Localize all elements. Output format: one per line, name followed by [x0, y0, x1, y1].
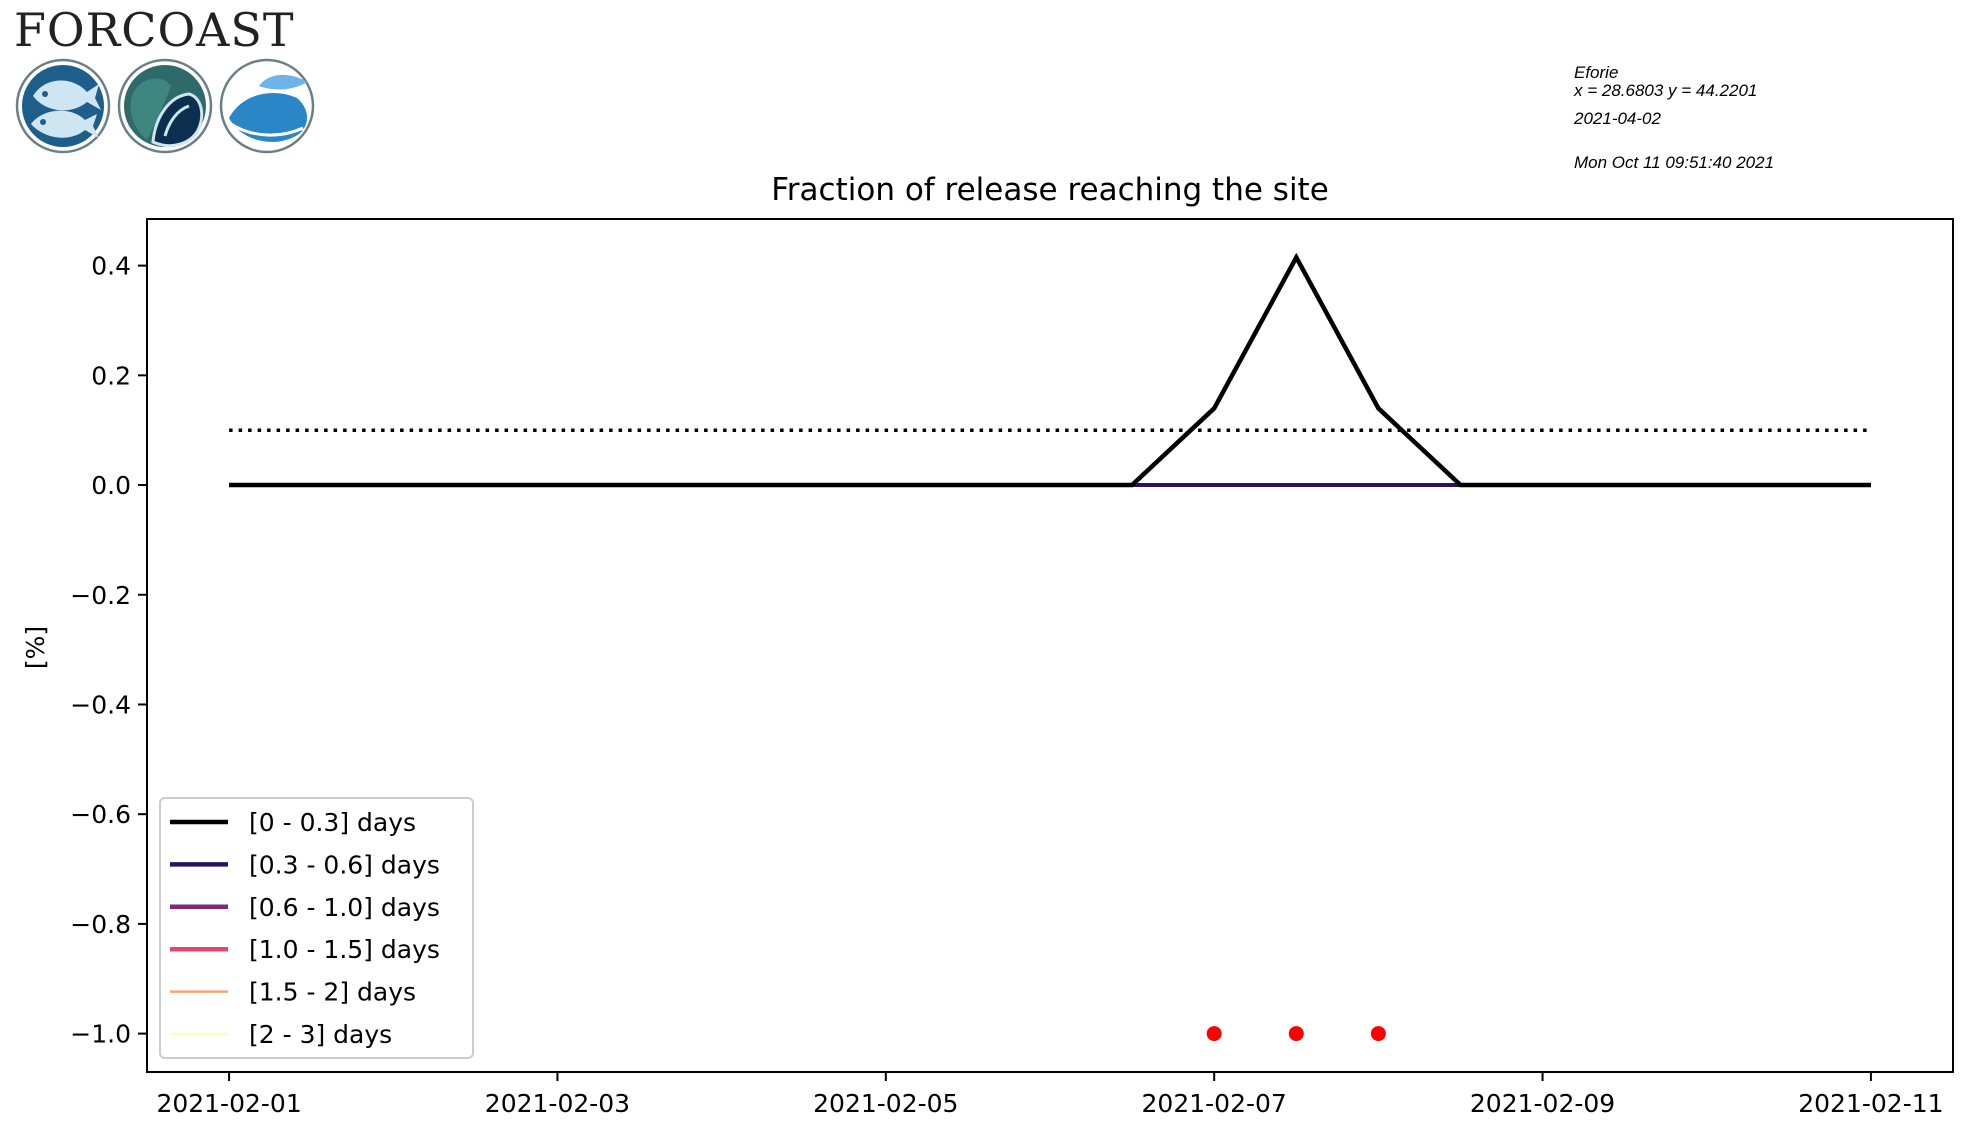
legend-label-4: [1.0 - 1.5] days [249, 935, 440, 964]
brand-title: FORCOAST [14, 3, 295, 57]
legend: [0 - 0.3] days [0.3 - 0.6] days [0.6 - 1.0… [159, 797, 474, 1059]
legend-label-2: [0.3 - 0.6] days [249, 850, 440, 879]
marker-point-2 [1288, 1026, 1304, 1042]
legend-frame [159, 797, 474, 1059]
site-name: Eforie [1574, 63, 1619, 82]
generated-timestamp: Mon Oct 11 09:51:40 2021 [1574, 153, 1775, 172]
x-tick-label: 2021-02-09 [1470, 1089, 1615, 1118]
y-tick-label: 0.0 [91, 471, 131, 500]
y-axis-label: [%] [21, 626, 50, 669]
chart-title: Fraction of release reaching the site [771, 172, 1329, 208]
x-tick-label: 2021-02-05 [813, 1089, 958, 1118]
series-line-1 [229, 252, 1871, 488]
site-coordinates: x = 28.6803 y = 44.2201 [1574, 81, 1758, 100]
y-tick-label: −0.8 [70, 910, 131, 939]
plot-frame [146, 218, 1954, 1073]
legend-label-5: [1.5 - 2] days [249, 978, 416, 1007]
y-tick-label: −0.2 [70, 581, 131, 610]
x-tick-label: 2021-02-11 [1798, 1089, 1943, 1118]
y-tick-label: −1.0 [70, 1020, 131, 1049]
legend-label-1: [0 - 0.3] days [249, 808, 416, 837]
info-panel: Eforie x = 28.6803 y = 44.2201 2021-04-0… [1574, 64, 1774, 172]
y-tick-label: 0.4 [91, 252, 131, 281]
marker-point-1 [1206, 1026, 1222, 1042]
y-tick-label: −0.6 [70, 800, 131, 829]
legend-label-3: [0.6 - 1.0] days [249, 893, 440, 922]
marker-point-3 [1370, 1026, 1386, 1042]
aquaculture-logo-icon [219, 58, 315, 154]
y-tick-label: −0.4 [70, 690, 131, 719]
legend-label-6: [2 - 3] days [249, 1020, 392, 1049]
x-tick-label: 2021-02-03 [485, 1089, 630, 1118]
run-date: 2021-04-02 [1574, 109, 1661, 128]
x-tick-label: 2021-02-01 [156, 1089, 301, 1118]
shellfish-logo-icon [117, 58, 213, 154]
fish-logo-icon [15, 58, 111, 154]
y-tick-label: 0.2 [91, 361, 131, 390]
x-tick-label: 2021-02-07 [1142, 1089, 1287, 1118]
